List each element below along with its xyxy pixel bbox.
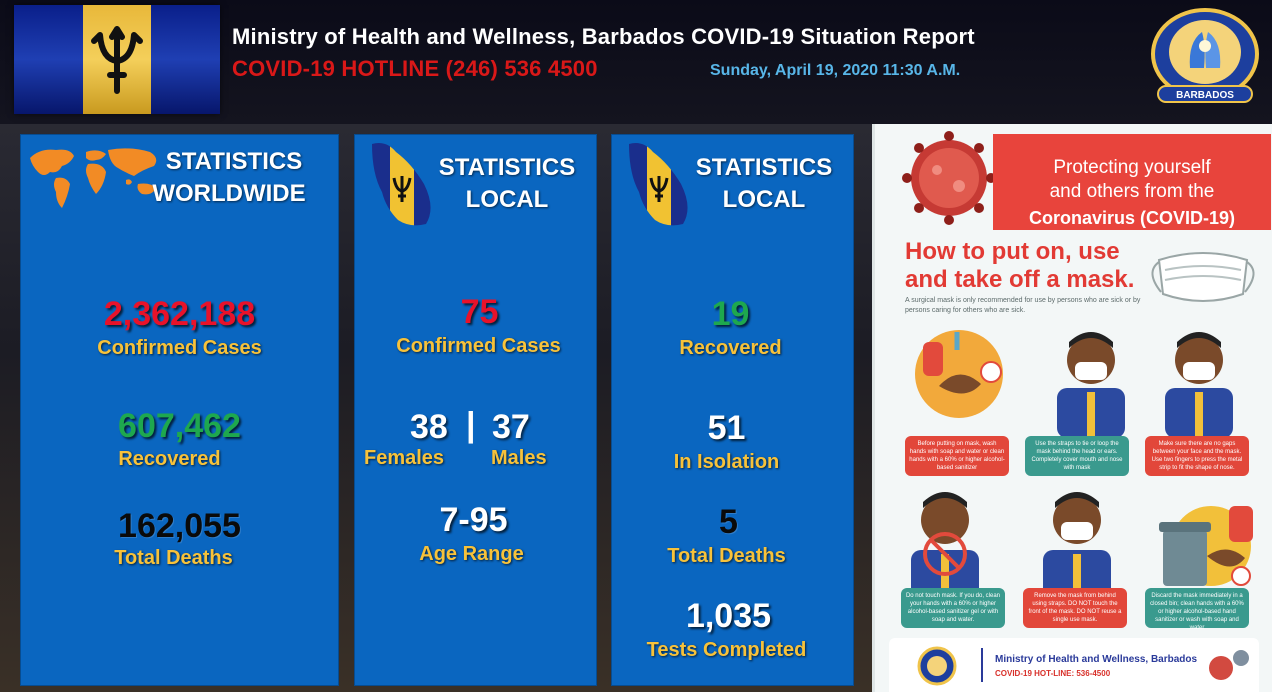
coronavirus-icon xyxy=(902,131,996,225)
worldwide-confirmed-value: 2,362,188 xyxy=(103,295,256,333)
worldwide-panel: STATISTICS WORLDWIDE 2,362,188 Confirmed… xyxy=(20,134,339,686)
age-range-value: 7-95 xyxy=(439,501,508,539)
virus-small-icon xyxy=(1209,650,1249,680)
tests-label: Tests Completed xyxy=(646,639,807,661)
mask-infographic: Protecting yourself and others from the … xyxy=(872,124,1272,692)
person-adjusting-mask-illustration xyxy=(1165,332,1233,438)
isolation-label: In Isolation xyxy=(673,451,780,473)
howto-heading-line1: How to put on, use xyxy=(905,238,1120,265)
worldwide-recovered-value: 607,462 xyxy=(118,407,241,445)
step-2-note: Use the straps to tie or loop the mask b… xyxy=(1025,436,1129,476)
local-deaths-value: 5 xyxy=(719,503,738,541)
hotline-number: COVID-19 HOTLINE (246) 536 4500 xyxy=(232,56,598,81)
males-value: 37 xyxy=(492,408,530,446)
females-label: Females xyxy=(364,447,445,469)
barbados-island-icon xyxy=(629,143,688,226)
person-masking-illustration xyxy=(1057,332,1125,438)
tests-value: 1,035 xyxy=(685,597,772,635)
males-label: Males xyxy=(491,447,547,469)
local1-title-line1: STATISTICS xyxy=(438,154,576,181)
banner-line2: and others from the xyxy=(1049,181,1215,202)
step-1-note: Before putting on mask, wash hands with … xyxy=(905,436,1009,476)
trident-icon xyxy=(91,25,143,94)
local-recovered-value: 19 xyxy=(711,295,750,333)
surgical-mask-icon xyxy=(1151,252,1255,302)
ministry-small-logo xyxy=(917,646,957,686)
footer-hotline: COVID-19 HOT-LINE: 536-4500 xyxy=(995,669,1111,678)
local-confirmed-label: Confirmed Cases xyxy=(396,335,561,357)
remove-mask-illustration xyxy=(1043,492,1111,600)
infographic-footer: Ministry of Health and Wellness, Barbado… xyxy=(889,638,1259,692)
howto-heading: How to put on, use and take off a mask. xyxy=(905,238,1134,294)
step-6-note: Discard the mask immediately in a closed… xyxy=(1145,588,1249,631)
barbados-flag xyxy=(14,5,220,114)
local2-title-line2: LOCAL xyxy=(722,186,806,213)
step-4-note: Do not touch mask. If you do, clean your… xyxy=(901,588,1005,628)
worldwide-confirmed-label: Confirmed Cases xyxy=(97,337,262,359)
worldwide-recovered-label: Recovered xyxy=(118,448,221,470)
handwash-illustration xyxy=(915,330,1003,418)
local-cases-panel: STATISTICS LOCAL 75 Confirmed Cases 38 |… xyxy=(354,134,597,686)
seal-country-text: BARBADOS xyxy=(1176,90,1234,101)
ministry-seal-logo: BARBADOS xyxy=(1151,8,1259,103)
banner-line3: Coronavirus (COVID-19) xyxy=(1028,208,1236,228)
isolation-value: 51 xyxy=(707,409,746,447)
info-banner: Protecting yourself and others from the … xyxy=(993,134,1271,230)
banner-line1: Protecting yourself xyxy=(1053,157,1211,178)
females-value: 38 xyxy=(410,408,448,446)
local-confirmed-value: 75 xyxy=(460,293,499,331)
local-deaths-label: Total Deaths xyxy=(667,545,786,567)
worldwide-title-line1: STATISTICS xyxy=(165,148,303,175)
footer-ministry-name: Ministry of Health and Wellness, Barbado… xyxy=(995,654,1198,665)
worldwide-title-line2: WORLDWIDE xyxy=(152,180,306,207)
report-title: Ministry of Health and Wellness, Barbado… xyxy=(232,24,975,49)
report-date: Sunday, April 19, 2020 11:30 A.M. xyxy=(710,62,961,79)
local-recovered-label: Recovered xyxy=(679,337,782,359)
howto-heading-line2: and take off a mask. xyxy=(905,266,1135,293)
step-5-note: Remove the mask from behind using straps… xyxy=(1023,588,1127,628)
worldwide-deaths-label: Total Deaths xyxy=(114,547,233,569)
barbados-island-icon xyxy=(372,143,431,226)
discard-mask-illustration xyxy=(1159,506,1253,586)
age-range-label: Age Range xyxy=(419,543,524,565)
step-3-note: Make sure there are no gaps between your… xyxy=(1145,436,1249,476)
local1-title-line2: LOCAL xyxy=(465,186,549,213)
local2-title-line1: STATISTICS xyxy=(695,154,833,181)
do-not-touch-illustration xyxy=(911,492,979,600)
worldwide-deaths-value: 162,055 xyxy=(118,507,241,545)
local-outcomes-panel: STATISTICS LOCAL 19 Recovered 51 In Isol… xyxy=(611,134,854,686)
gender-separator: | xyxy=(466,406,476,444)
world-map-icon xyxy=(30,148,157,208)
report-header: Ministry of Health and Wellness, Barbado… xyxy=(0,0,1272,124)
howto-subtext: A surgical mask is only recommended for … xyxy=(905,297,1141,314)
